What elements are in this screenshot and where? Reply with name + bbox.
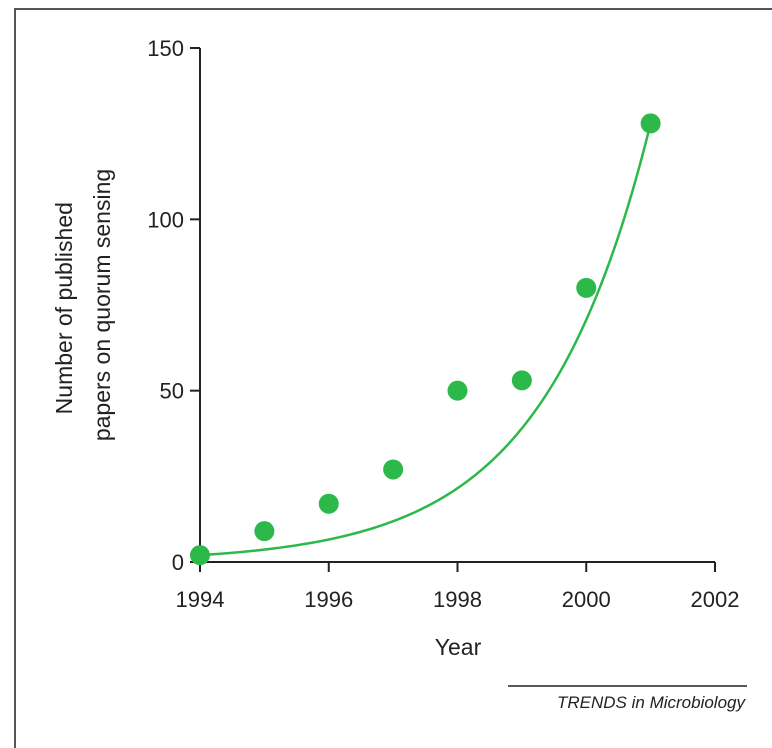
- x-tick-label: 1994: [176, 587, 225, 612]
- data-point: [318, 493, 339, 514]
- y-tick-label: 0: [172, 550, 184, 575]
- y-axis-title-line-2: papers on quorum sensing: [89, 169, 115, 441]
- data-point: [383, 459, 404, 480]
- ticks: 0 50 100 150 1994 1996 1998 2000 2002: [147, 36, 739, 612]
- x-axis-title: Year: [435, 634, 482, 660]
- x-tick-label: 2002: [691, 587, 740, 612]
- y-tick-label: 50: [160, 379, 184, 404]
- data-points: [190, 113, 661, 566]
- data-point: [447, 380, 468, 401]
- data-point: [254, 521, 275, 542]
- journal-credit: TRENDS in Microbiology: [557, 693, 746, 712]
- data-point: [640, 113, 661, 134]
- data-point: [190, 545, 210, 566]
- y-axis-title-line-1: Number of published: [51, 202, 77, 414]
- x-tick-label: 1996: [304, 587, 353, 612]
- y-axis-title: Number of published papers on quorum sen…: [51, 169, 115, 441]
- x-tick-label: 1998: [433, 587, 482, 612]
- y-tick-label: 150: [147, 36, 184, 61]
- x-tick-label: 2000: [562, 587, 611, 612]
- axes: [199, 48, 715, 563]
- data-point: [576, 277, 597, 298]
- fit-curve: [199, 123, 652, 557]
- quorum-sensing-chart: 0 50 100 150 1994 1996 1998 2000 2002 Year Numbe…: [51, 36, 747, 712]
- figure-frame: [14, 8, 772, 748]
- data-point: [511, 370, 532, 391]
- fit-curve-group: [199, 123, 652, 557]
- y-tick-label: 100: [147, 207, 184, 232]
